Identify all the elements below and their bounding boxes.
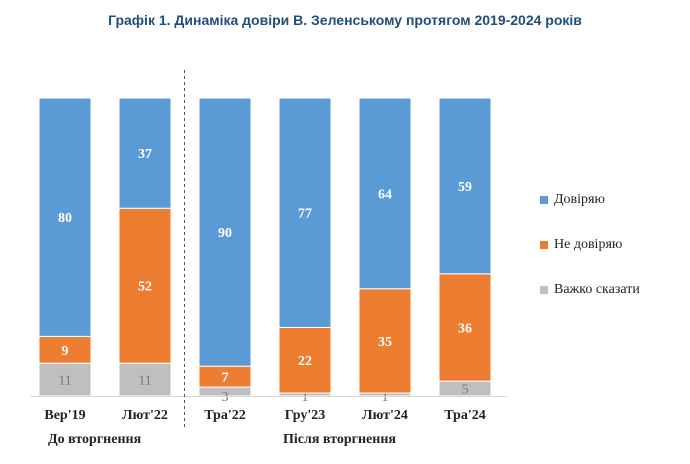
- bar-feb24-trust: [358, 97, 412, 290]
- data-label-feb24-distrust: 35: [378, 335, 392, 350]
- group-label-before-invasion: До вторгнення: [48, 432, 142, 447]
- legend-item-trust: Довіряю: [540, 192, 690, 208]
- category-label-may22: Тра'22: [204, 408, 245, 423]
- data-label-dec23-hard-to-say: 1: [302, 390, 309, 405]
- data-label-dec23-distrust: 22: [298, 354, 312, 369]
- bar-dec23-distrust: [278, 326, 332, 394]
- data-label-dec23-trust: 77: [298, 207, 312, 222]
- category-label-feb22: Лют'22: [122, 408, 168, 423]
- bar-feb24-distrust: [358, 288, 412, 394]
- data-label-sep19-trust: 80: [58, 211, 72, 226]
- category-label-may24: Тра'24: [444, 408, 485, 423]
- bar-feb22-hard-to-say: [118, 362, 172, 397]
- group-label-after-invasion: Після вторгнення: [283, 432, 396, 447]
- data-label-feb22-trust: 37: [138, 147, 152, 162]
- legend-swatch-distrust: [540, 241, 548, 249]
- data-label-may24-distrust: 36: [458, 321, 472, 336]
- bar-may24-distrust: [438, 273, 492, 382]
- data-label-sep19-distrust: 9: [62, 344, 69, 359]
- legend-label-hard-to-say: Важко сказати: [554, 282, 640, 297]
- bar-dec23-trust: [278, 97, 332, 328]
- data-label-feb22-hard-to-say: 11: [138, 374, 151, 389]
- bar-may22-trust: [198, 97, 252, 367]
- data-label-may22-distrust: 7: [222, 371, 229, 386]
- data-label-feb22-distrust: 52: [138, 280, 152, 295]
- category-label-sep19: Вер'19: [44, 408, 85, 423]
- data-label-sep19-hard-to-say: 11: [58, 374, 71, 389]
- data-label-may22-hard-to-say: 3: [222, 390, 229, 405]
- data-label-feb24-hard-to-say: 1: [382, 390, 389, 405]
- bar-feb22-trust: [118, 97, 172, 209]
- legend-label-distrust: Не довіряю: [554, 237, 623, 252]
- legend-swatch-trust: [540, 196, 548, 204]
- bar-may24-trust: [438, 97, 492, 275]
- bar-sep19-trust: [38, 97, 92, 337]
- legend-swatch-hard-to-say: [540, 286, 548, 294]
- data-label-may24-trust: 59: [458, 180, 472, 195]
- legend-label-trust: Довіряю: [554, 192, 605, 207]
- chart-title: Графік 1. Динаміка довіри В. Зеленському…: [108, 12, 582, 28]
- data-label-may22-trust: 90: [218, 226, 232, 241]
- legend-item-distrust: Не довіряю: [540, 237, 690, 253]
- data-label-may24-hard-to-say: 5: [462, 383, 469, 398]
- category-label-feb24: Лют'24: [362, 408, 408, 423]
- legend-item-hard-to-say: Важко сказати: [540, 282, 690, 298]
- category-label-dec23: Гру'23: [285, 408, 326, 423]
- data-label-feb24-trust: 64: [378, 187, 392, 202]
